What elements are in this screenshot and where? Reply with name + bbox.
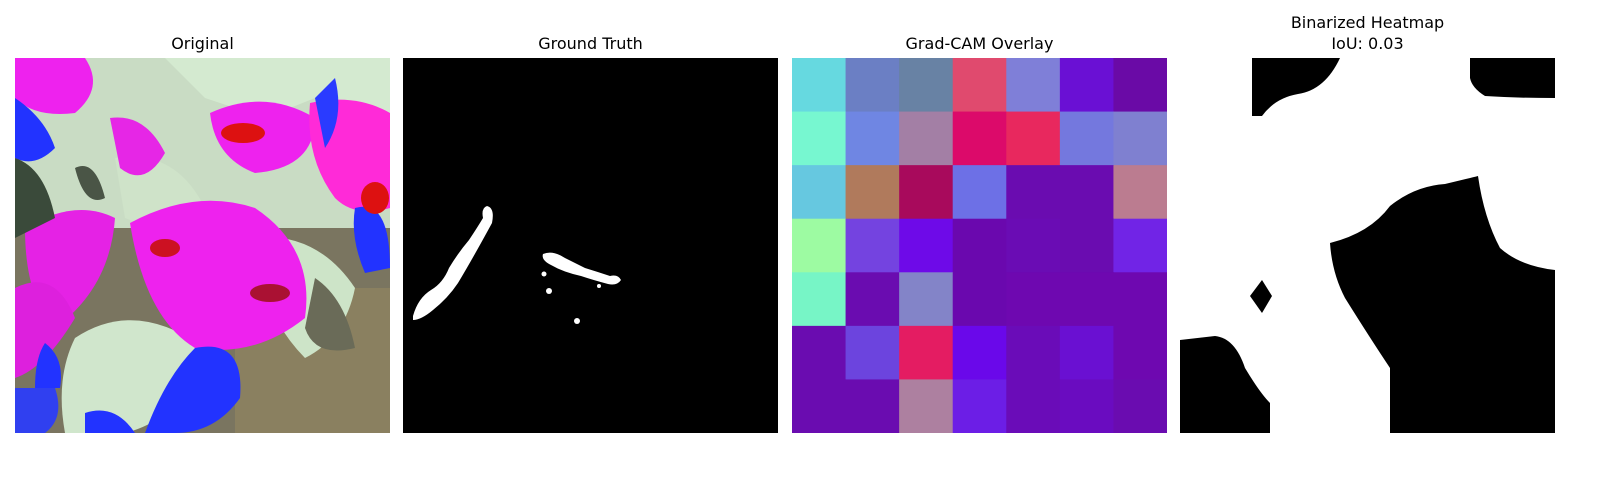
gradcam-cell <box>845 111 900 166</box>
gradcam-cell <box>792 272 847 327</box>
red-spot <box>221 123 265 143</box>
gradcam-cell <box>952 111 1007 166</box>
red-spot <box>361 182 389 214</box>
gradcam-cell <box>1113 165 1167 220</box>
iou-score-label: IoU: 0.03 <box>1331 34 1404 53</box>
gradcam-cell <box>952 325 1007 380</box>
red-spot <box>250 284 290 302</box>
ground-truth-region <box>542 252 621 285</box>
original-image <box>15 58 390 433</box>
dark-gap <box>75 166 105 200</box>
gradcam-heatmap <box>792 58 1167 433</box>
gradcam-cell <box>952 58 1007 113</box>
binary-background-region <box>1180 336 1270 433</box>
gradcam-cell <box>845 325 900 380</box>
dark-gap <box>305 278 355 351</box>
binary-background-region <box>1250 280 1272 313</box>
gradcam-overlay-panel <box>792 58 1167 433</box>
gradcam-cell <box>1006 165 1061 220</box>
panel-title-gradcam-overlay: Grad-CAM Overlay <box>905 34 1054 53</box>
gradcam-cell <box>1113 325 1167 380</box>
blue-area <box>85 410 135 433</box>
binarized-heatmap-panel <box>1180 58 1555 433</box>
gradcam-cell <box>1113 379 1167 433</box>
gradcam-cell <box>1059 111 1114 166</box>
blue-area <box>315 78 339 148</box>
gradcam-cell <box>1059 379 1114 433</box>
gradcam-cell <box>792 379 847 433</box>
gradcam-cell <box>1113 111 1167 166</box>
binarized-heatmap <box>1180 58 1555 433</box>
gradcam-cell <box>899 111 954 166</box>
gradcam-cell <box>899 272 954 327</box>
magenta-leaf <box>130 200 307 350</box>
gradcam-cell <box>899 325 954 380</box>
gradcam-cell <box>1006 111 1061 166</box>
gradcam-cell <box>1059 272 1114 327</box>
gradcam-cell <box>792 325 847 380</box>
gradcam-cell <box>845 218 900 273</box>
gradcam-cell <box>792 218 847 273</box>
binary-background-region <box>1252 58 1340 116</box>
gradcam-cell <box>899 218 954 273</box>
gradcam-cell <box>1006 379 1061 433</box>
panel-title-original: Original <box>171 34 234 53</box>
dark-gap <box>15 158 55 238</box>
gradcam-cell <box>899 379 954 433</box>
gradcam-cell <box>1113 218 1167 273</box>
gradcam-cell <box>1006 325 1061 380</box>
gradcam-cell <box>899 165 954 220</box>
gradcam-cell <box>845 58 900 113</box>
panel-title-ground-truth: Ground Truth <box>538 34 643 53</box>
blue-area <box>353 206 390 273</box>
gradcam-cell <box>952 165 1007 220</box>
panel-title-binarized-heatmap: Binarized Heatmap <box>1290 13 1445 32</box>
gradcam-cell <box>952 218 1007 273</box>
ground-truth-panel <box>403 58 778 433</box>
ground-truth-speck <box>546 288 552 294</box>
mask-background <box>403 58 778 433</box>
gradcam-cell <box>792 58 847 113</box>
ground-truth-region <box>413 206 493 320</box>
gradcam-cell <box>952 272 1007 327</box>
blue-area <box>145 346 241 433</box>
magenta-leaf <box>110 117 165 176</box>
ground-truth-mask <box>403 58 778 433</box>
magenta-leaf <box>15 282 75 378</box>
gradcam-cell <box>1006 218 1061 273</box>
ground-truth-speck <box>541 271 547 277</box>
gradcam-cell <box>952 379 1007 433</box>
gradcam-cell <box>1006 272 1061 327</box>
gradcam-cell <box>845 272 900 327</box>
gradcam-cell <box>1113 58 1167 113</box>
gradcam-cell <box>792 165 847 220</box>
gradcam-cell <box>1059 218 1114 273</box>
ground-truth-speck <box>597 284 601 288</box>
ground-truth-speck <box>574 318 580 324</box>
gradcam-cell <box>845 165 900 220</box>
gradcam-cell <box>1113 272 1167 327</box>
gradcam-cell <box>1059 58 1114 113</box>
gradcam-cell <box>1006 58 1061 113</box>
blue-area <box>35 343 61 388</box>
blue-area <box>15 388 59 433</box>
gradcam-cell <box>899 58 954 113</box>
gradcam-cell <box>1059 325 1114 380</box>
gradcam-cell <box>1059 165 1114 220</box>
red-spot <box>150 239 180 257</box>
blue-area <box>15 98 55 162</box>
binary-background-region <box>1470 58 1555 98</box>
gradcam-cell <box>845 379 900 433</box>
binary-background-region <box>1330 176 1555 433</box>
magenta-leaf <box>15 58 93 114</box>
original-image-panel <box>15 58 390 433</box>
gradcam-cell <box>792 111 847 166</box>
